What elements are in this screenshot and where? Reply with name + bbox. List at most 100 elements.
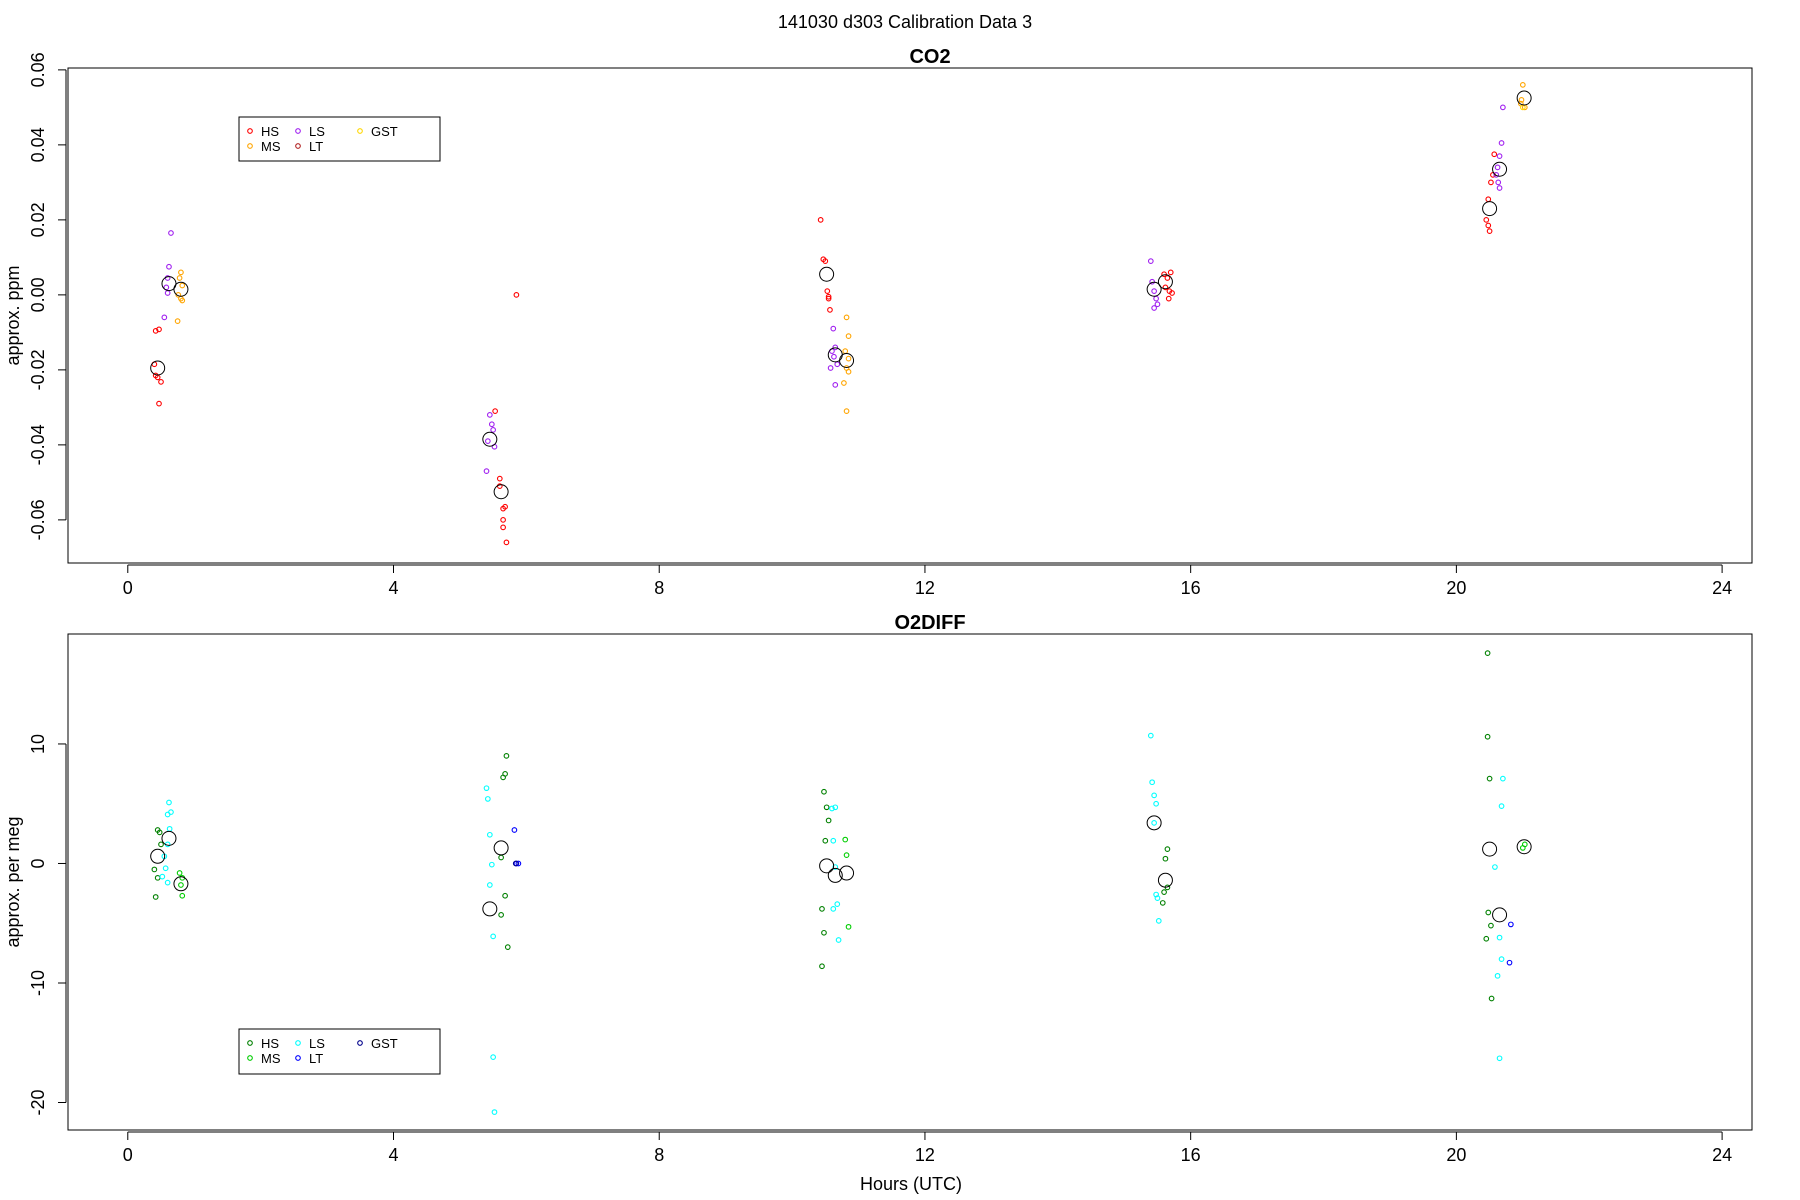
o2diff-legend-swatch-gst (357, 1040, 363, 1046)
co2-point-ls (1500, 104, 1506, 111)
co2-point-ms (178, 269, 184, 276)
co2-point-hs (158, 379, 164, 385)
co2-point-hs (1485, 222, 1492, 229)
co2-point-ms (843, 408, 850, 414)
co2-point-ls (1498, 140, 1505, 146)
o2diff-point-hs (819, 906, 825, 912)
o2diff-point-ls (1494, 972, 1501, 979)
figure-title: 141030 d303 Calibration Data 3 (778, 12, 1032, 32)
co2-y-axis-title: approx. ppm (3, 265, 23, 365)
co2-point-ms (845, 355, 852, 362)
co2-point-hs (825, 293, 832, 300)
o2diff-point-ls (832, 864, 839, 870)
o2diff-point-ls (164, 811, 171, 818)
co2-mean-marker (1492, 161, 1508, 177)
o2diff-x-tick-label: 20 (1446, 1145, 1466, 1165)
o2diff-point-hs (825, 817, 832, 824)
o2diff-point-hs (504, 944, 511, 950)
co2-point-ls (1151, 305, 1157, 311)
co2-legend-swatch-gst (357, 128, 363, 134)
co2-point-ls (831, 353, 837, 360)
o2diff-point-ms (845, 923, 852, 930)
o2diff-point-ms (1521, 841, 1528, 848)
co2-point-ms (845, 368, 852, 375)
co2-y-tick-label: 0.00 (28, 277, 48, 312)
o2diff-point-ls (835, 937, 842, 943)
co2-point-hs (1485, 196, 1492, 203)
o2diff-plot-frame (67, 633, 1753, 1131)
o2diff-point-hs (156, 829, 163, 836)
co2-legend-label-lt: LT (309, 139, 323, 154)
o2diff-point-ms (842, 836, 849, 843)
co2-point-ms (841, 380, 847, 386)
co2-x-tick-label: 8 (654, 578, 664, 598)
o2diff-mean-marker (1146, 815, 1162, 831)
o2diff-panel: O2DIFF 0 4 8 12 16 20 24 -20 -10 0 10 approx. per me… (3, 612, 1753, 1194)
co2-legend-swatch-ms (247, 143, 253, 149)
co2-mean-marker (150, 360, 166, 376)
co2-y-tick-label: 0.04 (28, 127, 48, 162)
co2-y-tick-label: -0.04 (28, 424, 48, 465)
o2diff-point-hs (821, 929, 827, 936)
o2diff-point-ls (166, 799, 172, 806)
co2-legend-swatch-lt (295, 143, 301, 149)
o2diff-point-ls (1151, 819, 1157, 826)
co2-point-hs (1164, 275, 1171, 281)
o2diff-y-tick-label: 0 (28, 858, 48, 868)
co2-legend-box (238, 116, 441, 162)
o2diff-y-tick-label: -10 (28, 970, 48, 996)
co2-point-hs (513, 292, 520, 298)
o2diff-point-ls (1153, 800, 1159, 807)
co2-point-hs (825, 295, 832, 302)
o2diff-point-hs (154, 874, 161, 881)
co2-point-ls (834, 361, 841, 368)
co2-point-ls (1153, 295, 1159, 302)
co2-point-hs (1161, 271, 1167, 278)
o2diff-x-tick-label: 24 (1712, 1145, 1732, 1165)
co2-mean-marker (482, 431, 498, 447)
o2diff-point-lt (511, 827, 518, 833)
co2-mean-marker (1146, 281, 1162, 297)
o2diff-mean-marker (1492, 907, 1508, 923)
co2-mean-marker (819, 266, 835, 282)
co2-point-hs (817, 217, 824, 223)
o2diff-legend-label-hs: HS (261, 1036, 279, 1051)
o2diff-point-hs (1164, 846, 1171, 852)
co2-point-ls (486, 412, 493, 418)
co2-point-ls (1151, 288, 1157, 294)
o2diff-point-ls (1496, 934, 1503, 941)
panel-title-co2: CO2 (909, 46, 950, 68)
co2-legend-swatch-hs (247, 128, 253, 134)
co2-point-ls (832, 344, 839, 351)
o2diff-mean-marker (839, 865, 855, 881)
o2diff-point-hs (1484, 733, 1491, 740)
co2-point-ls (161, 314, 168, 321)
o2diff-point-ls (832, 804, 839, 811)
co2-point-hs (500, 505, 506, 512)
co2-legend-swatch-ls (295, 128, 301, 134)
o2diff-point-hs (1483, 935, 1490, 942)
co2-point-hs (500, 517, 506, 523)
co2-point-hs (1169, 290, 1175, 296)
o2diff-point-ms (176, 870, 183, 876)
o2diff-legend-swatch-hs (247, 1040, 253, 1046)
o2diff-point-ls (834, 901, 841, 907)
o2diff-point-hs (500, 774, 506, 781)
co2-x-tick-label: 4 (388, 578, 398, 598)
co2-point-ls (1147, 258, 1154, 264)
co2-point-ms (845, 333, 852, 339)
co2-point-ls (832, 382, 839, 388)
co2-panel: CO2 0 4 8 12 16 20 24 -0.06 -0.04 -0.02 0.00 0.02 0.0… (3, 46, 1753, 598)
o2diff-point-hs (151, 866, 158, 873)
co2-point-hs (1483, 217, 1490, 223)
o2diff-point-hs (158, 841, 164, 848)
co2-point-hs (1165, 295, 1172, 302)
co2-mean-marker (1157, 274, 1173, 290)
co2-point-hs (1491, 151, 1498, 158)
o2diff-point-ls (1498, 956, 1505, 962)
o2diff-x-tick-label: 12 (915, 1145, 935, 1165)
co2-point-ls (488, 421, 495, 428)
co2-point-hs (500, 524, 506, 531)
